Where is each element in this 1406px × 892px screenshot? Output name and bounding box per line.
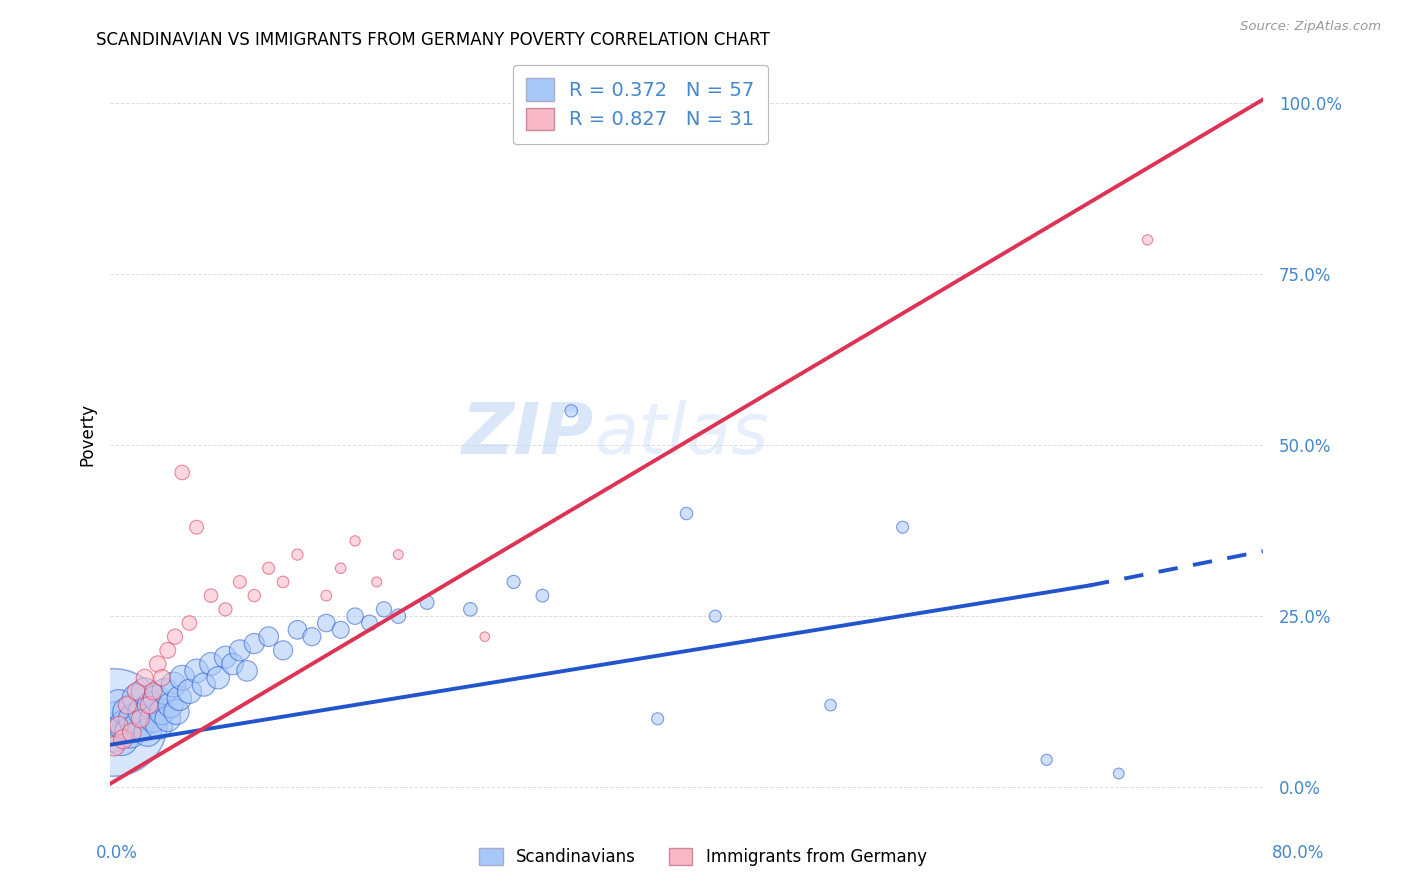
Point <box>134 684 156 698</box>
Point <box>156 712 179 726</box>
Point <box>150 705 173 719</box>
Point <box>139 698 162 712</box>
Legend: R = 0.372   N = 57, R = 0.827   N = 31: R = 0.372 N = 57, R = 0.827 N = 31 <box>513 65 768 144</box>
Point <box>287 548 309 562</box>
Point <box>416 595 439 609</box>
Point <box>647 712 669 726</box>
Point <box>214 602 236 616</box>
Point <box>125 691 148 706</box>
Point <box>114 718 136 732</box>
Point <box>236 664 259 678</box>
Point <box>243 636 266 650</box>
Point <box>169 691 191 706</box>
Point <box>474 630 496 644</box>
Point <box>287 623 309 637</box>
Point <box>243 589 266 603</box>
Point <box>163 630 186 644</box>
Point <box>111 732 134 747</box>
Point <box>103 739 125 753</box>
Point <box>162 677 184 691</box>
Point <box>229 643 252 657</box>
Point <box>214 650 236 665</box>
Point <box>271 574 294 589</box>
Text: Source: ZipAtlas.com: Source: ZipAtlas.com <box>1240 20 1381 33</box>
Point <box>891 520 914 534</box>
Point <box>207 671 229 685</box>
Point <box>221 657 243 671</box>
Point <box>172 671 194 685</box>
Point <box>104 712 127 726</box>
Point <box>186 520 208 534</box>
Point <box>117 698 139 712</box>
Point <box>1108 766 1130 780</box>
Point <box>329 623 352 637</box>
Point <box>138 698 160 712</box>
Point <box>125 684 148 698</box>
Point <box>134 671 156 685</box>
Point <box>315 615 337 630</box>
Point <box>136 725 159 739</box>
Text: SCANDINAVIAN VS IMMIGRANTS FROM GERMANY POVERTY CORRELATION CHART: SCANDINAVIAN VS IMMIGRANTS FROM GERMANY … <box>96 31 769 49</box>
Point <box>150 671 173 685</box>
Point <box>1136 233 1159 247</box>
Point <box>344 609 367 624</box>
Point <box>820 698 842 712</box>
Point <box>120 725 142 739</box>
Point <box>112 732 135 747</box>
Point <box>366 574 388 589</box>
Point <box>387 609 409 624</box>
Point <box>531 589 554 603</box>
Point <box>387 548 409 562</box>
Point <box>271 643 294 657</box>
Point <box>101 715 124 730</box>
Point <box>145 691 167 706</box>
Point <box>101 725 124 739</box>
Text: ZIP: ZIP <box>463 401 595 469</box>
Point <box>122 712 145 726</box>
Text: 80.0%: 80.0% <box>1272 844 1324 862</box>
Y-axis label: Poverty: Poverty <box>79 403 96 467</box>
Point <box>179 684 201 698</box>
Point <box>704 609 727 624</box>
Point <box>359 615 381 630</box>
Legend: Scandinavians, Immigrants from Germany: Scandinavians, Immigrants from Germany <box>472 841 934 873</box>
Point <box>502 574 524 589</box>
Point <box>142 684 165 698</box>
Point <box>329 561 352 575</box>
Point <box>373 602 395 616</box>
Point <box>131 705 153 719</box>
Point <box>153 684 176 698</box>
Point <box>172 466 194 480</box>
Point <box>179 615 201 630</box>
Point <box>159 698 181 712</box>
Point <box>165 705 187 719</box>
Point <box>200 589 222 603</box>
Point <box>148 718 170 732</box>
Text: atlas: atlas <box>595 401 769 469</box>
Point <box>229 574 252 589</box>
Point <box>107 698 129 712</box>
Point <box>344 533 367 548</box>
Point <box>156 643 179 657</box>
Point <box>128 718 150 732</box>
Point <box>146 657 169 671</box>
Point <box>257 630 280 644</box>
Point <box>107 718 129 732</box>
Point <box>257 561 280 575</box>
Point <box>193 677 215 691</box>
Point <box>117 705 139 719</box>
Point <box>315 589 337 603</box>
Point <box>121 725 143 739</box>
Point <box>186 664 208 678</box>
Point <box>301 630 323 644</box>
Point <box>560 404 582 418</box>
Point <box>200 657 222 671</box>
Point <box>675 507 697 521</box>
Text: 0.0%: 0.0% <box>96 844 138 862</box>
Point <box>129 712 152 726</box>
Point <box>1035 753 1057 767</box>
Point <box>460 602 482 616</box>
Point <box>142 712 165 726</box>
